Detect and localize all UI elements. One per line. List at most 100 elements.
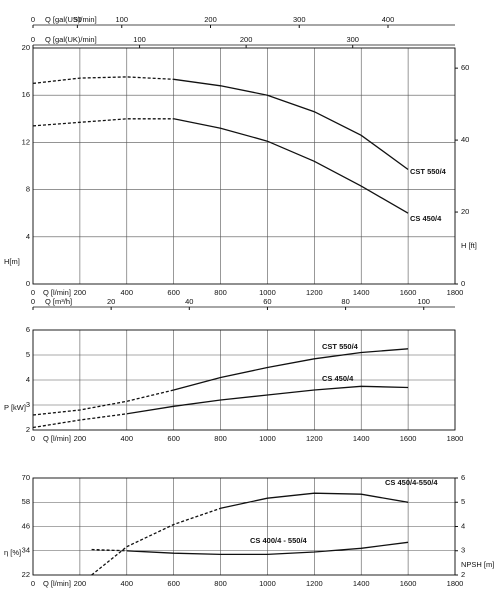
x-tick-label: 1200 <box>306 434 323 443</box>
y2-tick-label: 4 <box>461 521 465 530</box>
x-tick-label: 600 <box>167 579 180 588</box>
x-tick-label: 1000 <box>259 288 276 297</box>
x-axis-label: Q [l/min] <box>43 579 71 588</box>
x-axis-label: Q [l/min] <box>43 288 71 297</box>
x-tick-label: 200 <box>74 579 87 588</box>
curve <box>126 541 409 556</box>
x-tick-label: 800 <box>214 288 227 297</box>
x-tick-label: 1000 <box>259 579 276 588</box>
y-tick-label: 0 <box>26 279 30 288</box>
top-axis-tick-label: 0 <box>31 35 35 44</box>
x-tick-label: 1600 <box>400 579 417 588</box>
y-tick-label: 58 <box>22 497 30 506</box>
curve-label: CS 450/4 <box>410 214 442 223</box>
top-axis-tick-label: 0 <box>31 297 35 306</box>
x-tick-label: 200 <box>74 288 87 297</box>
top-axis-tick-label: 100 <box>115 15 128 24</box>
y-tick-label: 6 <box>26 325 30 334</box>
y-tick-label: 46 <box>22 521 30 530</box>
top-axis-tick-label: 60 <box>263 297 271 306</box>
y2-tick-label: 5 <box>461 497 465 506</box>
y-axis-label: H[m] <box>4 257 20 266</box>
plot-frame <box>32 477 456 576</box>
top-axis-label: Q [gal(UK)/min] <box>45 35 97 44</box>
y-tick-label: 34 <box>22 546 30 555</box>
x-tick-label: 1400 <box>353 288 370 297</box>
curve-dashed <box>32 413 127 429</box>
y-tick-label: 70 <box>22 473 30 482</box>
x-tick-label: 1000 <box>259 434 276 443</box>
x-axis-label: Q [l/min] <box>43 434 71 443</box>
curve-label: CS 400/4 - 550/4 <box>250 536 308 545</box>
y-tick-label: 20 <box>22 43 30 52</box>
curve <box>220 492 409 509</box>
y-tick-label: 22 <box>22 570 30 579</box>
curve <box>173 348 409 391</box>
top-axis-tick-label: 200 <box>204 15 217 24</box>
top-axis-tick-label: 0 <box>31 15 35 24</box>
top-axis-tick-label: 100 <box>133 35 146 44</box>
y-tick-label: 4 <box>26 375 30 384</box>
top-axis-tick-label: 50 <box>73 15 81 24</box>
y2-tick-label: 6 <box>461 473 465 482</box>
curve-dashed <box>32 389 174 416</box>
x-tick-label: 1200 <box>306 579 323 588</box>
top-axis-tick-label: 300 <box>293 15 306 24</box>
x-tick-label: 1800 <box>447 434 464 443</box>
y-axis-label: η [%] <box>4 548 21 557</box>
x-tick-label: 400 <box>121 579 134 588</box>
y-axis-label: P [kW] <box>4 403 26 412</box>
top-axis-label: Q [m³/h] <box>45 297 72 306</box>
top-axis-tick-label: 300 <box>346 35 359 44</box>
x-tick-label: 0 <box>31 434 35 443</box>
plot-frame <box>32 329 456 431</box>
curve-dashed <box>32 118 174 127</box>
x-tick-label: 1600 <box>400 434 417 443</box>
y2-tick-label: 20 <box>461 207 469 216</box>
y2-tick-label: 60 <box>461 63 469 72</box>
y-tick-label: 12 <box>22 137 30 146</box>
top-axis-tick-label: 400 <box>382 15 395 24</box>
curve-label: CST 550/4 <box>410 167 447 176</box>
top-axis-tick-label: 20 <box>107 297 115 306</box>
y-tick-label: 8 <box>26 185 30 194</box>
curve-dashed <box>91 548 127 552</box>
y-tick-label: 16 <box>22 90 30 99</box>
top-axis-tick-label: 40 <box>185 297 193 306</box>
x-tick-label: 1400 <box>353 579 370 588</box>
curve-dashed <box>32 76 174 85</box>
y-tick-label: 4 <box>26 232 30 241</box>
y2-tick-label: 40 <box>461 135 469 144</box>
curve-label: CS 450/4 <box>322 374 354 383</box>
x-tick-label: 200 <box>74 434 87 443</box>
top-axis-tick-label: 100 <box>417 297 430 306</box>
x-tick-label: 600 <box>167 434 180 443</box>
x-tick-label: 600 <box>167 288 180 297</box>
x-tick-label: 400 <box>121 434 134 443</box>
y-tick-label: 3 <box>26 400 30 409</box>
top-axis-tick-label: 80 <box>341 297 349 306</box>
top-axis-tick-label: 200 <box>240 35 253 44</box>
x-tick-label: 0 <box>31 579 35 588</box>
x-tick-label: 1600 <box>400 288 417 297</box>
y-tick-label: 5 <box>26 350 30 359</box>
y2-axis-label: NPSH [m] <box>461 560 494 569</box>
curve-dashed <box>91 507 221 576</box>
curve-label: CS 450/4-550/4 <box>385 478 438 487</box>
curve <box>126 385 409 415</box>
y2-axis-label: H [ft] <box>461 241 477 250</box>
x-tick-label: 1400 <box>353 434 370 443</box>
y2-tick-label: 0 <box>461 279 465 288</box>
y2-tick-label: 3 <box>461 546 465 555</box>
y2-tick-label: 2 <box>461 570 465 579</box>
x-tick-label: 1200 <box>306 288 323 297</box>
x-tick-label: 800 <box>214 579 227 588</box>
x-tick-label: 0 <box>31 288 35 297</box>
curve-label: CST 550/4 <box>322 342 359 351</box>
x-tick-label: 1800 <box>447 579 464 588</box>
top-axis-label: Q [gal(US)/min] <box>45 15 97 24</box>
curve <box>173 118 409 214</box>
curve <box>173 78 409 171</box>
x-tick-label: 400 <box>121 288 134 297</box>
